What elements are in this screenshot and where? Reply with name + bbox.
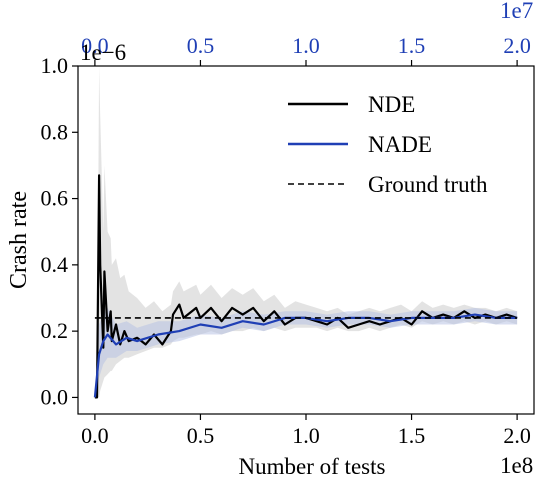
y-tick-label: 0.6 <box>41 186 69 211</box>
x-top-tick-label: 1.0 <box>292 33 320 58</box>
y-axis-label: Crash rate <box>6 191 32 289</box>
plot-frame <box>77 65 535 415</box>
legend-label-ground-truth: Ground truth <box>368 172 488 197</box>
y-tick-label: 0.0 <box>41 384 69 409</box>
y-offset-label: 1e−6 <box>80 40 126 65</box>
x-top-tick-label: 0.0 <box>81 33 109 58</box>
legend-label-nade: NADE <box>368 132 432 157</box>
y-tick-label: 0.4 <box>41 252 69 277</box>
y-tick-label: 1.0 <box>41 53 69 78</box>
x-axis-label: Number of tests <box>239 454 386 479</box>
legend-label-nde: NDE <box>368 92 415 117</box>
x-bottom-tick-label: 1.5 <box>398 423 426 448</box>
series-line-nde <box>94 174 518 399</box>
x-bottom-tick-label: 2.0 <box>503 423 531 448</box>
legend: NDE NADE Ground truth <box>288 92 488 197</box>
confidence-bands <box>94 66 518 398</box>
series-lines <box>93 174 518 399</box>
x-bottom-tick-label: 0.0 <box>81 423 109 448</box>
x-top-tick-label: 1.5 <box>398 33 426 58</box>
x-top-tick-label: 2.0 <box>503 33 531 58</box>
y-tick-label: 0.2 <box>41 318 69 343</box>
series-line-nade <box>93 313 518 398</box>
band-nade <box>94 307 518 398</box>
x-top-tick-label: 0.5 <box>187 33 215 58</box>
x-bottom-tick-label: 1.0 <box>292 423 320 448</box>
y-tick-label: 0.8 <box>41 119 69 144</box>
x-bottom-offset-label: 1e8 <box>500 453 533 478</box>
band-nde <box>94 66 518 398</box>
x-bottom-tick-label: 0.5 <box>187 423 215 448</box>
x-top-offset-label: 1e7 <box>500 0 533 23</box>
axis-ticks: 0.0 0.5 1.0 1.5 2.0 0.0 0.5 1.0 1.5 2.0 0.0 0.2 0.4 0… <box>41 33 531 448</box>
